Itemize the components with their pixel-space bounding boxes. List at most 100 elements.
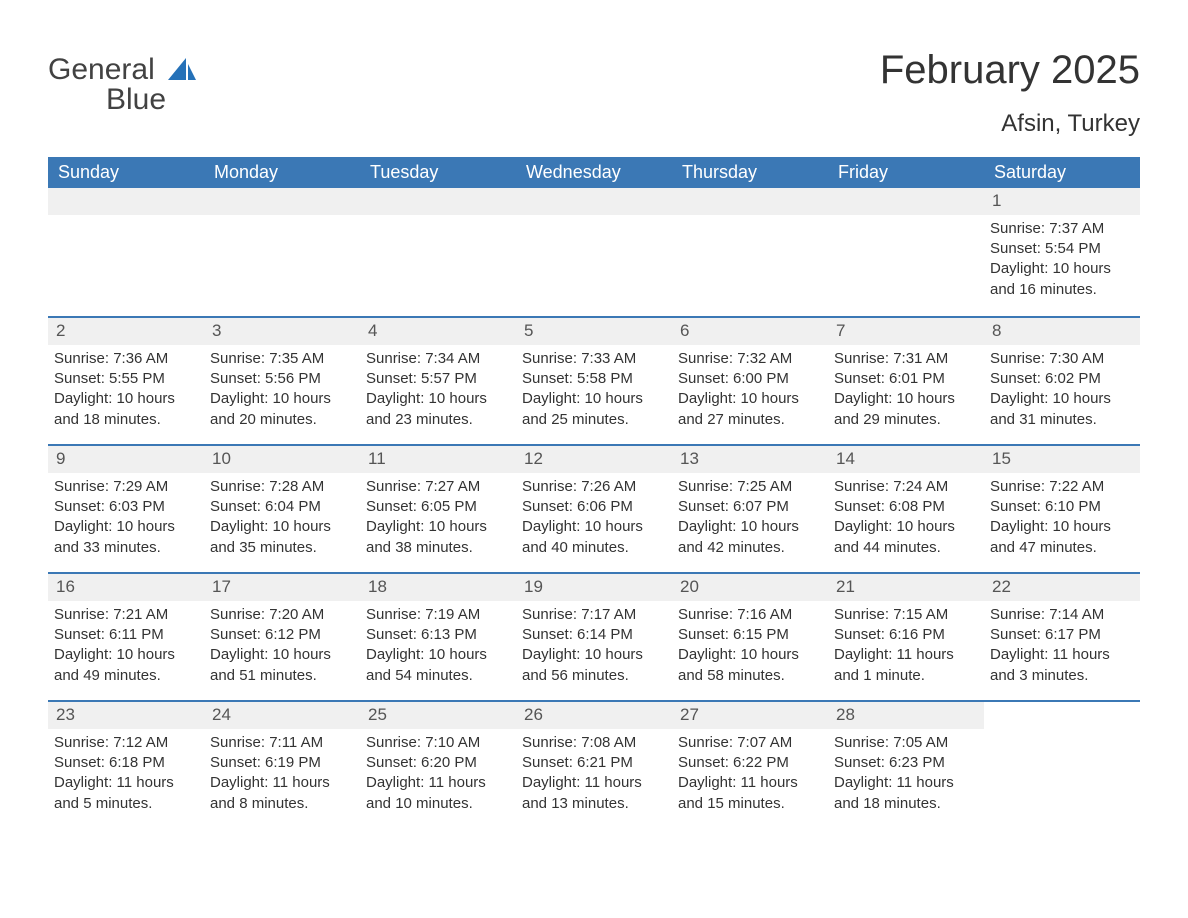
sunrise-text: Sunrise: 7:32 AM bbox=[678, 349, 822, 369]
daylight2-text: and 58 minutes. bbox=[678, 666, 822, 686]
sunset-text: Sunset: 6:22 PM bbox=[678, 753, 822, 773]
day-number bbox=[672, 188, 828, 215]
daylight2-text: and 18 minutes. bbox=[54, 410, 198, 430]
daylight1-text: Daylight: 10 hours bbox=[54, 389, 198, 409]
day-number: 2 bbox=[48, 318, 204, 345]
sunset-text: Sunset: 6:14 PM bbox=[522, 625, 666, 645]
day-number: 23 bbox=[48, 702, 204, 729]
daylight1-text: Daylight: 10 hours bbox=[366, 645, 510, 665]
daylight2-text: and 42 minutes. bbox=[678, 538, 822, 558]
day-number: 1 bbox=[984, 188, 1140, 215]
sunset-text: Sunset: 6:20 PM bbox=[366, 753, 510, 773]
calendar-cell: 12Sunrise: 7:26 AMSunset: 6:06 PMDayligh… bbox=[516, 446, 672, 572]
calendar-cell: 27Sunrise: 7:07 AMSunset: 6:22 PMDayligh… bbox=[672, 702, 828, 828]
sunset-text: Sunset: 6:07 PM bbox=[678, 497, 822, 517]
month-title: February 2025 bbox=[880, 48, 1140, 92]
calendar-week: 16Sunrise: 7:21 AMSunset: 6:11 PMDayligh… bbox=[48, 572, 1140, 700]
sunrise-text: Sunrise: 7:12 AM bbox=[54, 733, 198, 753]
daylight2-text: and 31 minutes. bbox=[990, 410, 1134, 430]
day-number: 14 bbox=[828, 446, 984, 473]
calendar-cell: 5Sunrise: 7:33 AMSunset: 5:58 PMDaylight… bbox=[516, 318, 672, 444]
daylight2-text: and 23 minutes. bbox=[366, 410, 510, 430]
day-number: 25 bbox=[360, 702, 516, 729]
calendar-cell: 15Sunrise: 7:22 AMSunset: 6:10 PMDayligh… bbox=[984, 446, 1140, 572]
day-number bbox=[48, 188, 204, 215]
daylight1-text: Daylight: 10 hours bbox=[678, 645, 822, 665]
calendar-cell: 24Sunrise: 7:11 AMSunset: 6:19 PMDayligh… bbox=[204, 702, 360, 828]
day-number: 21 bbox=[828, 574, 984, 601]
daylight2-text: and 13 minutes. bbox=[522, 794, 666, 814]
sunrise-text: Sunrise: 7:21 AM bbox=[54, 605, 198, 625]
daylight1-text: Daylight: 10 hours bbox=[54, 517, 198, 537]
day-number: 27 bbox=[672, 702, 828, 729]
daylight1-text: Daylight: 10 hours bbox=[522, 517, 666, 537]
calendar-cell: 28Sunrise: 7:05 AMSunset: 6:23 PMDayligh… bbox=[828, 702, 984, 828]
day-number: 9 bbox=[48, 446, 204, 473]
day-header-row: SundayMondayTuesdayWednesdayThursdayFrid… bbox=[48, 157, 1140, 188]
daylight1-text: Daylight: 10 hours bbox=[990, 259, 1134, 279]
daylight1-text: Daylight: 11 hours bbox=[54, 773, 198, 793]
daylight1-text: Daylight: 10 hours bbox=[678, 517, 822, 537]
daylight1-text: Daylight: 11 hours bbox=[678, 773, 822, 793]
calendar-cell: 20Sunrise: 7:16 AMSunset: 6:15 PMDayligh… bbox=[672, 574, 828, 700]
daylight2-text: and 44 minutes. bbox=[834, 538, 978, 558]
sunrise-text: Sunrise: 7:14 AM bbox=[990, 605, 1134, 625]
day-number: 11 bbox=[360, 446, 516, 473]
sunset-text: Sunset: 6:04 PM bbox=[210, 497, 354, 517]
sunset-text: Sunset: 6:02 PM bbox=[990, 369, 1134, 389]
sunrise-text: Sunrise: 7:16 AM bbox=[678, 605, 822, 625]
sunrise-text: Sunrise: 7:36 AM bbox=[54, 349, 198, 369]
calendar-cell-empty bbox=[516, 188, 672, 316]
day-number: 13 bbox=[672, 446, 828, 473]
day-number bbox=[204, 188, 360, 215]
daylight2-text: and 15 minutes. bbox=[678, 794, 822, 814]
calendar-cell: 19Sunrise: 7:17 AMSunset: 6:14 PMDayligh… bbox=[516, 574, 672, 700]
sunrise-text: Sunrise: 7:24 AM bbox=[834, 477, 978, 497]
sunrise-text: Sunrise: 7:20 AM bbox=[210, 605, 354, 625]
daylight2-text: and 20 minutes. bbox=[210, 410, 354, 430]
daylight1-text: Daylight: 10 hours bbox=[366, 389, 510, 409]
day-number: 15 bbox=[984, 446, 1140, 473]
logo-word1: General bbox=[48, 53, 155, 86]
calendar-cell: 11Sunrise: 7:27 AMSunset: 6:05 PMDayligh… bbox=[360, 446, 516, 572]
sunrise-text: Sunrise: 7:19 AM bbox=[366, 605, 510, 625]
sunrise-text: Sunrise: 7:29 AM bbox=[54, 477, 198, 497]
daylight1-text: Daylight: 11 hours bbox=[834, 645, 978, 665]
sunset-text: Sunset: 5:58 PM bbox=[522, 369, 666, 389]
sunset-text: Sunset: 5:57 PM bbox=[366, 369, 510, 389]
day-number: 12 bbox=[516, 446, 672, 473]
daylight2-text: and 49 minutes. bbox=[54, 666, 198, 686]
daylight1-text: Daylight: 11 hours bbox=[522, 773, 666, 793]
calendar-cell: 8Sunrise: 7:30 AMSunset: 6:02 PMDaylight… bbox=[984, 318, 1140, 444]
calendar-cell-empty bbox=[984, 702, 1140, 828]
daylight1-text: Daylight: 10 hours bbox=[834, 517, 978, 537]
daylight2-text: and 18 minutes. bbox=[834, 794, 978, 814]
sunrise-text: Sunrise: 7:11 AM bbox=[210, 733, 354, 753]
sunrise-text: Sunrise: 7:33 AM bbox=[522, 349, 666, 369]
sunset-text: Sunset: 6:16 PM bbox=[834, 625, 978, 645]
day-number: 19 bbox=[516, 574, 672, 601]
daylight2-text: and 10 minutes. bbox=[366, 794, 510, 814]
daylight1-text: Daylight: 10 hours bbox=[210, 517, 354, 537]
calendar-cell: 17Sunrise: 7:20 AMSunset: 6:12 PMDayligh… bbox=[204, 574, 360, 700]
day-number: 20 bbox=[672, 574, 828, 601]
sunrise-text: Sunrise: 7:34 AM bbox=[366, 349, 510, 369]
day-number bbox=[828, 188, 984, 215]
daylight2-text: and 47 minutes. bbox=[990, 538, 1134, 558]
calendar-cell: 7Sunrise: 7:31 AMSunset: 6:01 PMDaylight… bbox=[828, 318, 984, 444]
sunrise-text: Sunrise: 7:08 AM bbox=[522, 733, 666, 753]
daylight1-text: Daylight: 10 hours bbox=[54, 645, 198, 665]
sunrise-text: Sunrise: 7:17 AM bbox=[522, 605, 666, 625]
calendar-cell: 2Sunrise: 7:36 AMSunset: 5:55 PMDaylight… bbox=[48, 318, 204, 444]
sunset-text: Sunset: 6:00 PM bbox=[678, 369, 822, 389]
sunrise-text: Sunrise: 7:27 AM bbox=[366, 477, 510, 497]
sunrise-text: Sunrise: 7:15 AM bbox=[834, 605, 978, 625]
calendar-week: 1Sunrise: 7:37 AMSunset: 5:54 PMDaylight… bbox=[48, 188, 1140, 316]
calendar-cell: 14Sunrise: 7:24 AMSunset: 6:08 PMDayligh… bbox=[828, 446, 984, 572]
sunrise-text: Sunrise: 7:25 AM bbox=[678, 477, 822, 497]
daylight2-text: and 56 minutes. bbox=[522, 666, 666, 686]
sunrise-text: Sunrise: 7:30 AM bbox=[990, 349, 1134, 369]
daylight2-text: and 51 minutes. bbox=[210, 666, 354, 686]
calendar-cell-empty bbox=[204, 188, 360, 316]
calendar-cell: 23Sunrise: 7:12 AMSunset: 6:18 PMDayligh… bbox=[48, 702, 204, 828]
